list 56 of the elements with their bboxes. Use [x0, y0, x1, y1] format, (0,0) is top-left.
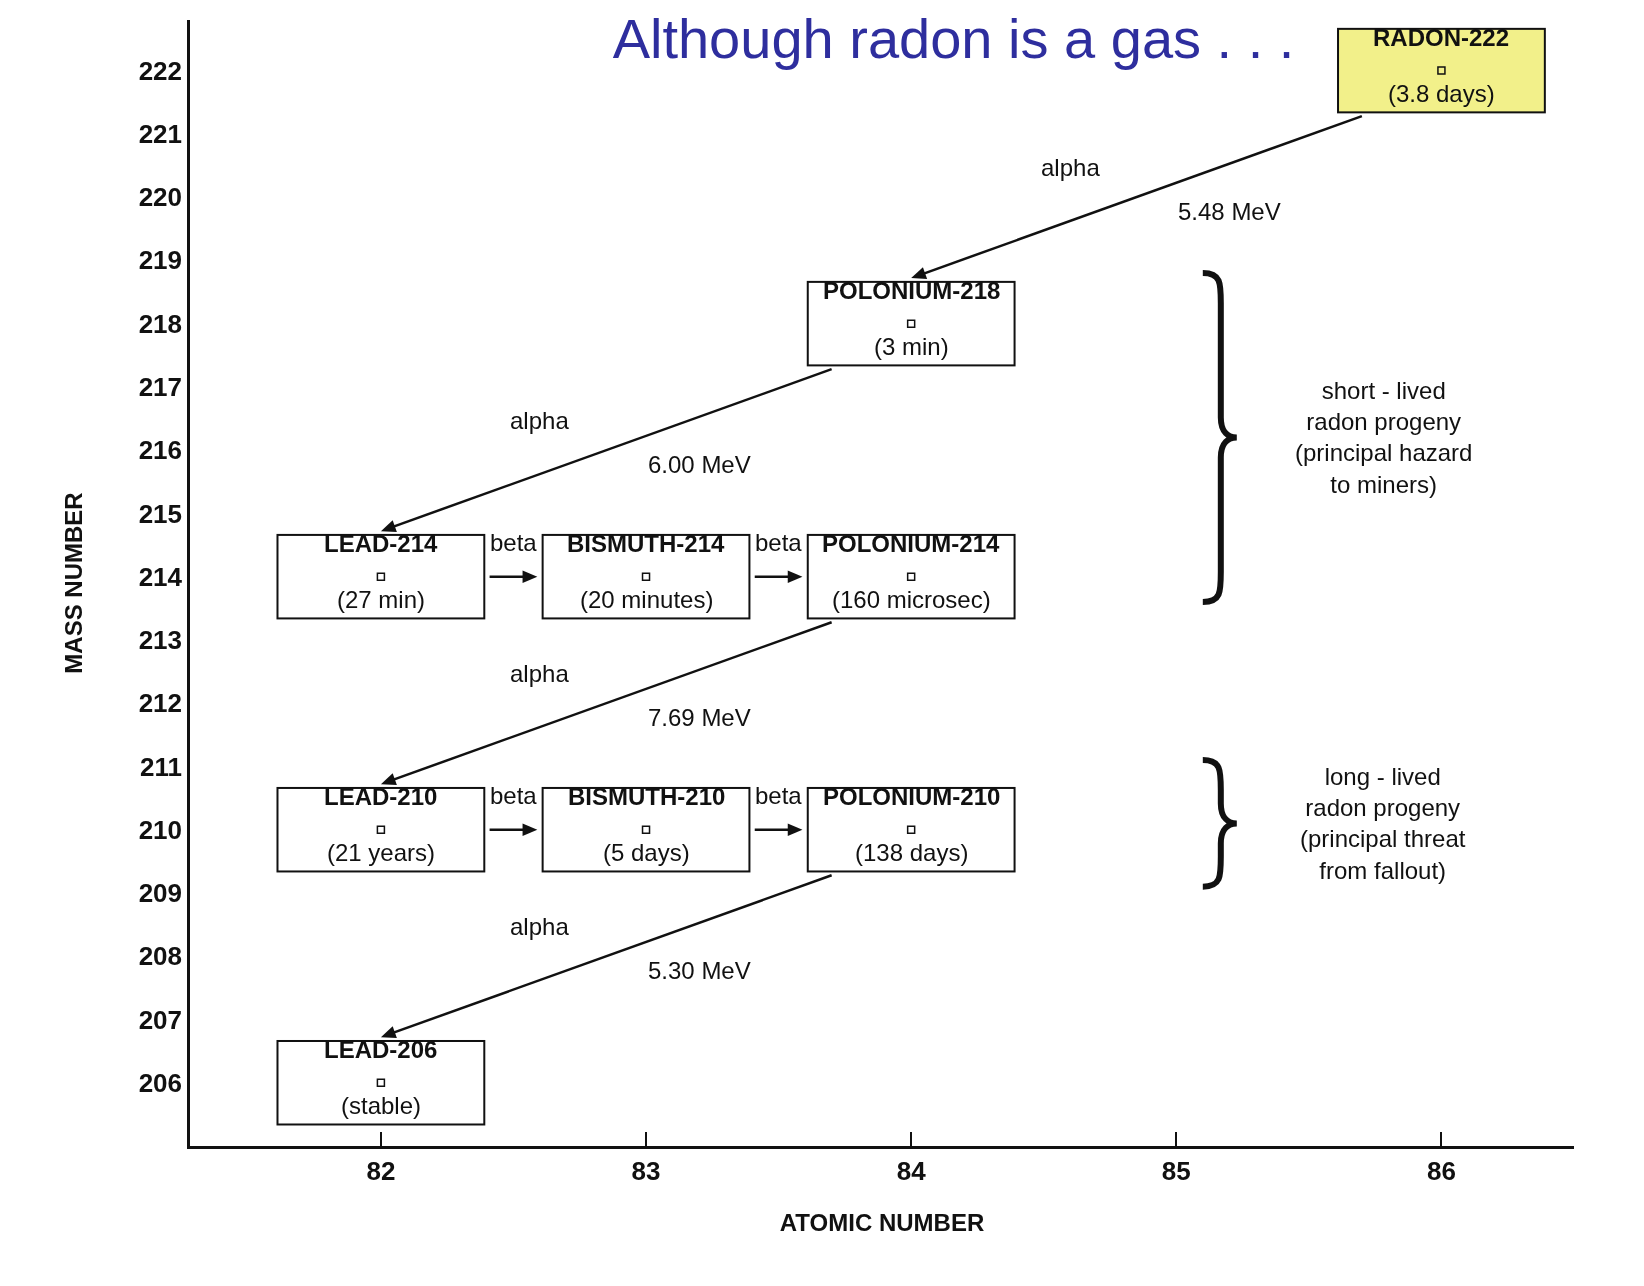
text: BISMUTH-210 (5 days) — [568, 783, 726, 866]
y-tick-label: 216 — [138, 435, 183, 466]
annotation: beta — [490, 529, 538, 556]
annotation: beta — [755, 529, 803, 556]
x-axis-title: ATOMIC NUMBER — [779, 1209, 985, 1237]
annotation: beta — [490, 782, 538, 809]
y-tick-label: 212 — [138, 688, 183, 719]
text: POLONIUM-214 (160 microsec) — [822, 530, 1000, 613]
point — [376, 572, 386, 581]
y-tick-label: 207 — [138, 1004, 183, 1035]
y-tick-label: 217 — [138, 372, 183, 402]
annotation: alpha — [510, 913, 570, 940]
x-tick-label: 84 — [896, 1155, 927, 1186]
annotation: alpha — [510, 660, 570, 687]
x-tick-label: 83 — [631, 1155, 661, 1186]
point — [376, 1078, 386, 1087]
y-tick-label: 214 — [138, 561, 183, 592]
annotation: 5.48 MeV — [1178, 198, 1281, 225]
y-tick-label: 215 — [138, 498, 183, 529]
x-tick-label: 85 — [1161, 1155, 1191, 1186]
text: BISMUTH-214 (20 minutes) — [567, 530, 725, 613]
y-tick-label: 209 — [138, 878, 183, 909]
annotation: long - lived radon progeny (principal threat from fallout) — [1300, 763, 1466, 884]
annotation: 5.30 MeV — [648, 957, 751, 984]
text: POLONIUM-218 (3 min) — [823, 277, 1001, 360]
point — [906, 572, 916, 581]
point — [641, 825, 651, 834]
chart-title: Although radon is a gas . . . — [612, 7, 1295, 71]
y-tick-label: 208 — [138, 941, 183, 972]
y-tick-label: 206 — [138, 1067, 183, 1098]
x-tick-label: 82 — [366, 1155, 396, 1186]
point — [906, 825, 916, 834]
annotation: 6.00 MeV — [648, 451, 751, 478]
text: POLONIUM-210 (138 days) — [823, 783, 1001, 866]
y-tick-label: 219 — [138, 245, 183, 276]
point — [906, 319, 916, 328]
annotation: beta — [755, 782, 803, 809]
y-tick-label: 222 — [138, 55, 183, 86]
y-tick-label: 220 — [138, 182, 183, 213]
text: LEAD-210 (21 years) — [324, 783, 438, 866]
text: LEAD-214 (27 min) — [324, 530, 438, 613]
point — [376, 825, 386, 834]
x-tick-label: 86 — [1426, 1155, 1456, 1186]
annotation: short - lived radon progeny (principal hazard to miners) — [1295, 377, 1473, 498]
y-tick-label: 211 — [140, 751, 183, 782]
point — [641, 572, 651, 581]
text: RADON-222 (3.8 days) — [1373, 24, 1510, 107]
y-axis-title: MASS NUMBER — [59, 492, 87, 674]
annotation: alpha — [1041, 154, 1101, 181]
annotation: 7.69 MeV — [648, 704, 751, 731]
y-tick-label: 210 — [138, 814, 183, 845]
annotation: alpha — [510, 407, 570, 434]
point — [1437, 66, 1446, 75]
y-tick-label: 218 — [138, 308, 183, 339]
y-tick-label: 221 — [138, 118, 183, 149]
y-tick-label: 213 — [138, 625, 183, 656]
